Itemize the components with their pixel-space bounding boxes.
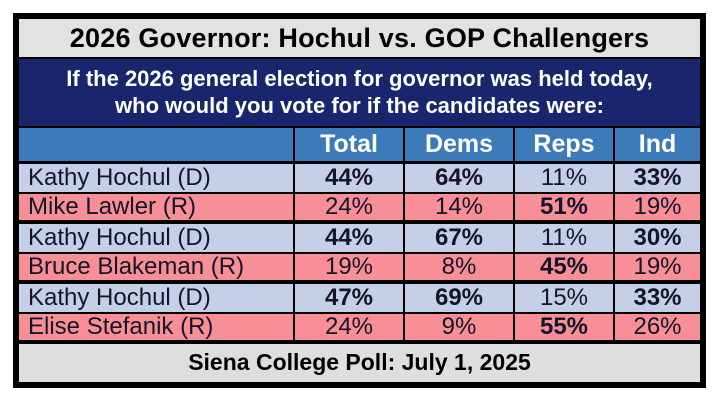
table-title: 2026 Governor: Hochul vs. GOP Challenger…: [19, 19, 700, 59]
poll-value: 30%: [613, 223, 700, 252]
table-row: Elise Stefanik (R) 24% 9% 55% 26%: [19, 313, 700, 344]
poll-value: 14%: [403, 193, 513, 220]
column-header-candidate: [19, 128, 293, 161]
column-header-reps: Reps: [513, 127, 613, 161]
poll-value: 19%: [613, 253, 700, 280]
poll-question-line2: who would you vote for if the candidates…: [115, 93, 604, 119]
poll-value: 26%: [613, 313, 700, 340]
candidate-name: Bruce Blakeman (R): [28, 253, 245, 280]
poll-table: 2026 Governor: Hochul vs. GOP Challenger…: [13, 13, 706, 388]
poll-value: 8%: [403, 253, 513, 280]
poll-value: 19%: [613, 193, 700, 220]
candidate-name: Kathy Hochul (D): [28, 283, 211, 311]
poll-value: 24%: [293, 313, 403, 340]
column-header-row: Total Dems Reps Ind: [19, 127, 700, 164]
poll-value: 51%: [513, 193, 613, 220]
poll-value: 67%: [403, 223, 513, 252]
column-header-total: Total: [293, 127, 403, 161]
poll-value: 47%: [293, 283, 403, 312]
poll-value: 69%: [403, 283, 513, 312]
poll-value: 24%: [293, 193, 403, 220]
poll-question-banner: If the 2026 general election for governo…: [19, 59, 700, 128]
table-row: Mike Lawler (R) 24% 14% 51% 19%: [19, 193, 700, 224]
poll-value: 44%: [293, 223, 403, 252]
poll-value: 19%: [293, 253, 403, 280]
poll-value: 64%: [403, 163, 513, 192]
candidate-name: Kathy Hochul (D): [28, 223, 211, 251]
poll-value: 15%: [513, 283, 613, 312]
candidate-name: Kathy Hochul (D): [28, 163, 211, 191]
table-row: Kathy Hochul (D) 47% 69% 15% 33%: [19, 283, 700, 314]
candidate-name: Elise Stefanik (R): [28, 313, 214, 340]
column-header-ind: Ind: [613, 127, 700, 161]
poll-value: 45%: [513, 253, 613, 280]
table-row: Kathy Hochul (D) 44% 67% 11% 30%: [19, 223, 700, 254]
column-header-dems: Dems: [403, 127, 513, 161]
table-row: Bruce Blakeman (R) 19% 8% 45% 19%: [19, 253, 700, 284]
poll-value: 55%: [513, 313, 613, 340]
poll-value: 33%: [613, 283, 700, 312]
poll-value: 9%: [403, 313, 513, 340]
poll-value: 44%: [293, 163, 403, 192]
poll-value: 33%: [613, 163, 700, 192]
table-footer: Siena College Poll: July 1, 2025: [19, 343, 700, 382]
poll-question-line1: If the 2026 general election for governo…: [66, 66, 653, 92]
candidate-name: Mike Lawler (R): [28, 193, 197, 220]
poll-value: 11%: [513, 223, 613, 252]
poll-value: 11%: [513, 163, 613, 192]
table-row: Kathy Hochul (D) 44% 64% 11% 33%: [19, 163, 700, 194]
